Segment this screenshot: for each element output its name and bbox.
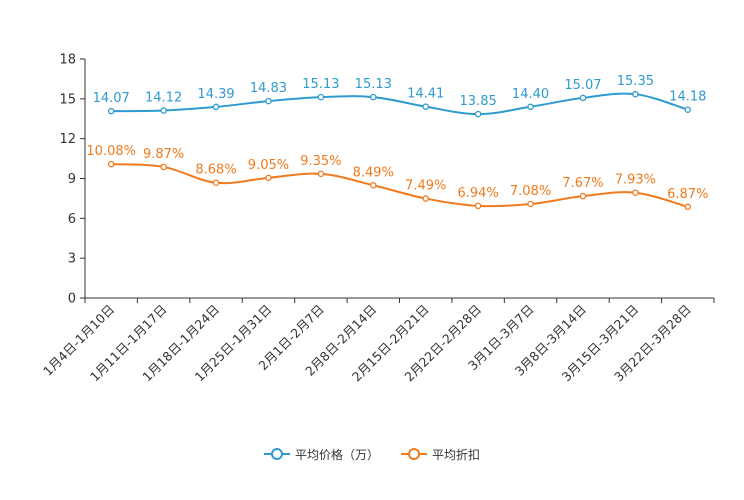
data-point — [317, 170, 325, 178]
data-point — [579, 192, 587, 200]
data-label: 13.85 — [460, 94, 497, 109]
data-label: 9.05% — [248, 158, 289, 173]
data-point — [527, 200, 534, 208]
y-tick-label: 12 — [59, 132, 76, 147]
series-layer: 14.07 14.12 14.39 14.83 15.13 15.13 14.41 13.85… — [86, 74, 708, 211]
legend-label-price: 平均价格（万） — [294, 447, 379, 462]
data-label: 7.67% — [562, 176, 603, 191]
data-label: 15.13 — [355, 77, 392, 92]
legend-item-discount[interactable]: 平均折扣 — [401, 446, 480, 463]
y-tick-label: 18 — [59, 53, 76, 68]
data-label: 8.49% — [353, 165, 394, 180]
series-line — [111, 163, 689, 208]
legend-item-price[interactable]: 平均价格（万） — [263, 446, 379, 463]
series-line — [111, 92, 689, 116]
legend-line-circle-icon — [263, 448, 290, 460]
data-point — [632, 90, 639, 98]
legend: 平均价格（万） 平均折扣 — [0, 444, 744, 464]
legend-line-circle-icon — [401, 448, 427, 460]
data-label: 14.40 — [512, 87, 549, 102]
series-0: 14.07 14.12 14.39 14.83 15.13 15.13 14.41 13.85… — [93, 74, 706, 118]
data-label: 7.49% — [405, 179, 446, 194]
data-point — [107, 160, 115, 168]
data-point — [160, 163, 167, 171]
data-label: 15.07 — [564, 78, 601, 93]
data-point — [265, 97, 272, 105]
data-label: 9.87% — [143, 147, 184, 162]
data-point — [317, 93, 325, 101]
data-point — [684, 203, 692, 211]
data-label: 15.35 — [617, 74, 654, 89]
data-label: 14.18 — [669, 90, 706, 105]
data-label: 6.87% — [667, 187, 708, 202]
y-tick-label: 0 — [68, 292, 76, 307]
data-point — [527, 103, 534, 111]
data-label: 7.93% — [615, 173, 656, 188]
data-point — [579, 94, 587, 102]
data-point — [212, 179, 220, 186]
data-point — [684, 106, 692, 113]
data-label: 8.68% — [195, 163, 236, 178]
data-label: 14.39 — [197, 87, 234, 102]
data-point — [212, 103, 220, 111]
data-label: 14.83 — [250, 81, 287, 96]
data-label: 9.35% — [300, 154, 341, 169]
data-point — [160, 107, 167, 114]
data-label: 15.13 — [302, 77, 339, 92]
data-label: 14.07 — [93, 91, 130, 106]
data-point — [422, 195, 429, 202]
data-label: 7.08% — [510, 184, 551, 199]
y-tick-label: 9 — [68, 172, 76, 187]
data-point — [265, 174, 272, 182]
data-point — [632, 189, 639, 196]
data-point — [370, 93, 377, 101]
data-label: 14.12 — [145, 91, 182, 106]
y-tick-label: 3 — [68, 252, 76, 267]
y-tick-label: 6 — [68, 212, 76, 227]
legend-label-discount: 平均折扣 — [432, 447, 481, 462]
data-point — [107, 107, 115, 115]
axes: 03691215181月4日-1月10日1月11日-1月17日1月18日-1月2… — [40, 53, 715, 384]
data-point — [422, 103, 429, 110]
y-tick-label: 15 — [59, 92, 76, 107]
data-point — [474, 202, 482, 210]
data-label: 14.41 — [407, 87, 444, 102]
data-label: 10.08% — [86, 144, 136, 159]
series-1: 10.08% 9.87% 8.68% 9.05% 9.35% 8.49% 7.49% 6.94… — [86, 144, 708, 211]
data-label: 6.94% — [457, 186, 498, 201]
data-point — [370, 182, 377, 189]
data-point — [474, 110, 482, 118]
